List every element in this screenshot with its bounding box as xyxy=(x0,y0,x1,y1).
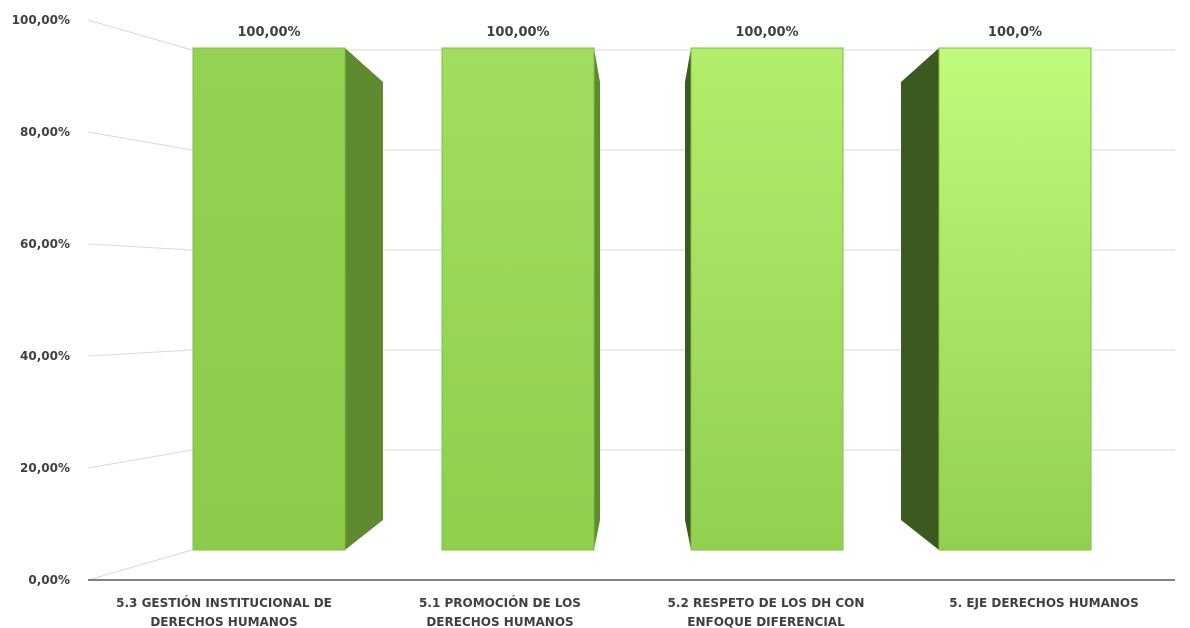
bar-side xyxy=(594,48,600,550)
x-tick-label: DERECHOS HUMANOS xyxy=(150,615,297,628)
bar xyxy=(441,47,595,551)
gridline-diagonal xyxy=(87,19,193,51)
y-tick-label: 20,00% xyxy=(20,461,70,475)
y-tick-label: 100,00% xyxy=(12,13,70,27)
bar-group xyxy=(441,47,600,551)
x-tick-label: 5.2 RESPETO DE LOS DH CON xyxy=(668,596,865,610)
x-tick-label: 5. EJE DERECHOS HUMANOS xyxy=(949,596,1139,610)
bar-side xyxy=(901,48,939,550)
bar-side xyxy=(345,48,383,550)
y-tick-label: 40,00% xyxy=(20,349,70,363)
data-label: 100,00% xyxy=(486,25,549,40)
gridline-diagonal xyxy=(87,349,193,357)
bar xyxy=(938,47,1092,551)
gridline-diagonal xyxy=(87,243,193,251)
bar-group xyxy=(685,47,844,551)
y-tick-label: 60,00% xyxy=(20,237,70,251)
y-tick-label: 80,00% xyxy=(20,125,70,139)
data-label: 100,00% xyxy=(237,25,300,40)
gridline-diagonal xyxy=(87,131,193,151)
bar xyxy=(192,47,346,551)
bar-side xyxy=(685,48,691,550)
data-label: 100,0% xyxy=(988,25,1042,40)
y-tick-label: 0,00% xyxy=(28,573,70,587)
x-tick-label: DERECHOS HUMANOS xyxy=(426,615,573,628)
gridline-diagonal xyxy=(87,449,193,469)
x-axis: 5.3 GESTIÓN INSTITUCIONAL DE DERECHOS HUM… xyxy=(116,595,1139,628)
x-tick-label: ENFOQUE DIFERENCIAL xyxy=(687,615,845,628)
bar-group xyxy=(901,47,1092,551)
bar-group xyxy=(192,47,383,551)
x-tick-label: 5.3 GESTIÓN INSTITUCIONAL DE xyxy=(116,595,332,610)
bars xyxy=(192,47,1092,551)
data-labels: 100,00% 100,00% 100,00% 100,0% xyxy=(237,25,1042,40)
x-tick-label: 5.1 PROMOCIÓN DE LOS xyxy=(419,595,581,610)
data-label: 100,00% xyxy=(735,25,798,40)
bar xyxy=(690,47,844,551)
y-axis: 0,00% 20,00% 40,00% 60,00% 80,00% 100,00% xyxy=(12,13,70,587)
gridline-diagonal xyxy=(87,549,193,581)
